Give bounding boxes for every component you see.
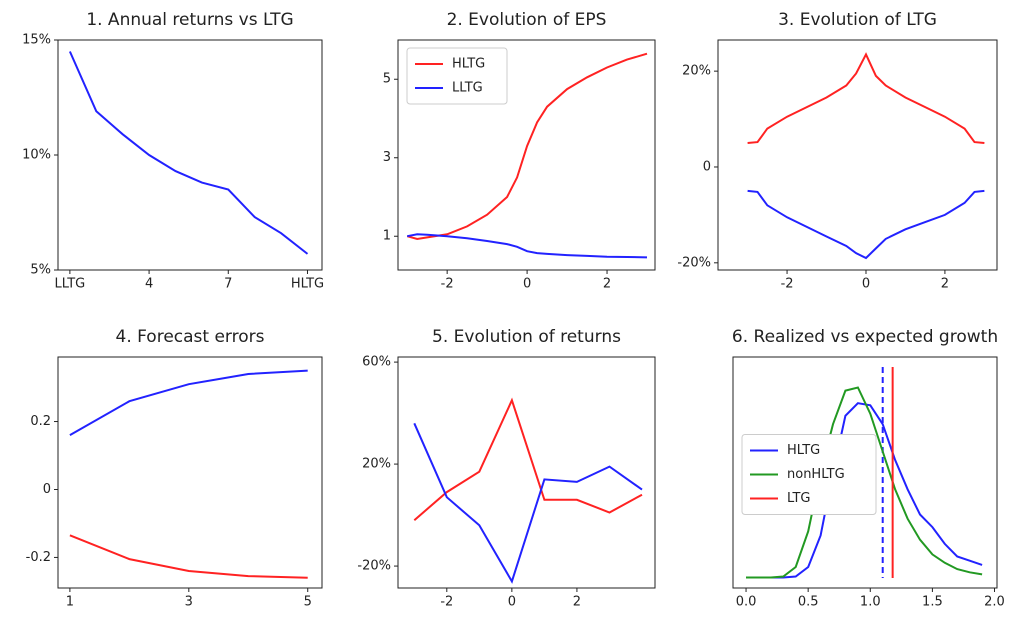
plot-frame — [717, 39, 998, 271]
line-series — [68, 51, 309, 255]
legend-label: LTG — [787, 491, 810, 506]
y-tick-label: 20% — [362, 457, 391, 472]
y-tick-label: 0 — [43, 482, 51, 497]
subplot: 1. Annual returns vs LTG LLTG 4 7 HLTG 15% 10%… — [22, 10, 324, 292]
y-tick-label: -20% — [357, 559, 391, 574]
x-tick-label: 0 — [523, 277, 531, 292]
subplot: 3. Evolution of LTG -2 0 2 20% 0 -20% — [677, 10, 998, 292]
x-tick-label: 3 — [185, 595, 193, 610]
y-tick-label: 1 — [383, 229, 391, 244]
x-tick-label: HLTG — [291, 277, 324, 292]
legend-label: HLTG — [452, 57, 485, 72]
plot-frame — [57, 39, 323, 271]
x-tick-label: 5 — [304, 595, 312, 610]
chart-title: 6. Realized vs expected growth — [732, 327, 998, 347]
x-tick-label: 2 — [941, 277, 949, 292]
line-series — [69, 534, 308, 579]
chart-title: 1. Annual returns vs LTG — [86, 10, 293, 30]
y-tick-label: -20% — [677, 255, 711, 270]
plot-frame — [397, 39, 656, 271]
line-series — [746, 386, 983, 579]
x-tick-label: 1.5 — [922, 595, 943, 610]
y-tick-label: 3 — [383, 150, 391, 165]
subplot: 5. Evolution of returns -2 0 2 60% 20% -20% — [357, 327, 656, 610]
x-tick-label: 0 — [508, 595, 516, 610]
plot-frame — [397, 356, 656, 589]
x-tick-label: 0 — [862, 277, 870, 292]
line-series — [747, 52, 985, 144]
legend-label: HLTG — [787, 443, 820, 458]
legend-box — [741, 434, 877, 515]
chart-title: 3. Evolution of LTG — [778, 10, 937, 30]
y-tick-label: -0.2 — [26, 550, 51, 565]
line-series — [407, 233, 648, 259]
x-tick-label: 2 — [573, 595, 581, 610]
legend-box — [406, 47, 508, 105]
chart-title: 2. Evolution of EPS — [447, 10, 607, 30]
x-tick-label: -2 — [440, 595, 453, 610]
legend-label: LLTG — [452, 81, 483, 96]
subplot: 2. Evolution of EPS -2 0 2 1 3 5 HLTG LLTG — [383, 10, 656, 292]
legend: HLTG LLTG — [406, 47, 508, 105]
y-tick-label: 15% — [22, 33, 51, 48]
x-tick-label: 7 — [224, 277, 232, 292]
legend-label: nonHLTG — [787, 467, 845, 482]
y-tick-label: 0 — [703, 159, 711, 174]
x-tick-label: 2.0 — [984, 595, 1005, 610]
line-series — [747, 189, 985, 260]
line-series — [69, 369, 308, 436]
x-tick-label: 0.0 — [736, 595, 757, 610]
line-series — [413, 397, 643, 521]
subplot: 6. Realized vs expected growth 0.0 0.5 1.0 1… — [732, 327, 1005, 610]
chart-title: 4. Forecast errors — [116, 327, 265, 347]
y-tick-label: 10% — [22, 148, 51, 163]
subplot: 4. Forecast errors 1 3 5 0.2 0 -0.2 — [26, 327, 323, 610]
line-series — [746, 402, 983, 579]
x-tick-label: LLTG — [55, 277, 86, 292]
line-series — [413, 422, 643, 584]
chart-title: 5. Evolution of returns — [432, 327, 621, 347]
x-tick-label: 2 — [603, 277, 611, 292]
x-tick-label: 0.5 — [798, 595, 819, 610]
x-tick-label: 1.0 — [860, 595, 881, 610]
y-tick-label: 5% — [30, 263, 51, 278]
plot-frame — [57, 356, 323, 589]
plot-frame — [732, 356, 998, 589]
y-tick-label: 20% — [682, 64, 711, 79]
x-tick-label: 4 — [145, 277, 153, 292]
x-tick-label: -2 — [781, 277, 794, 292]
y-tick-label: 0.2 — [30, 414, 51, 429]
x-tick-label: -2 — [441, 277, 454, 292]
y-tick-label: 60% — [362, 355, 391, 370]
y-tick-label: 5 — [383, 72, 391, 87]
legend: HLTG nonHLTG LTG — [741, 434, 877, 515]
x-tick-label: 1 — [66, 595, 74, 610]
